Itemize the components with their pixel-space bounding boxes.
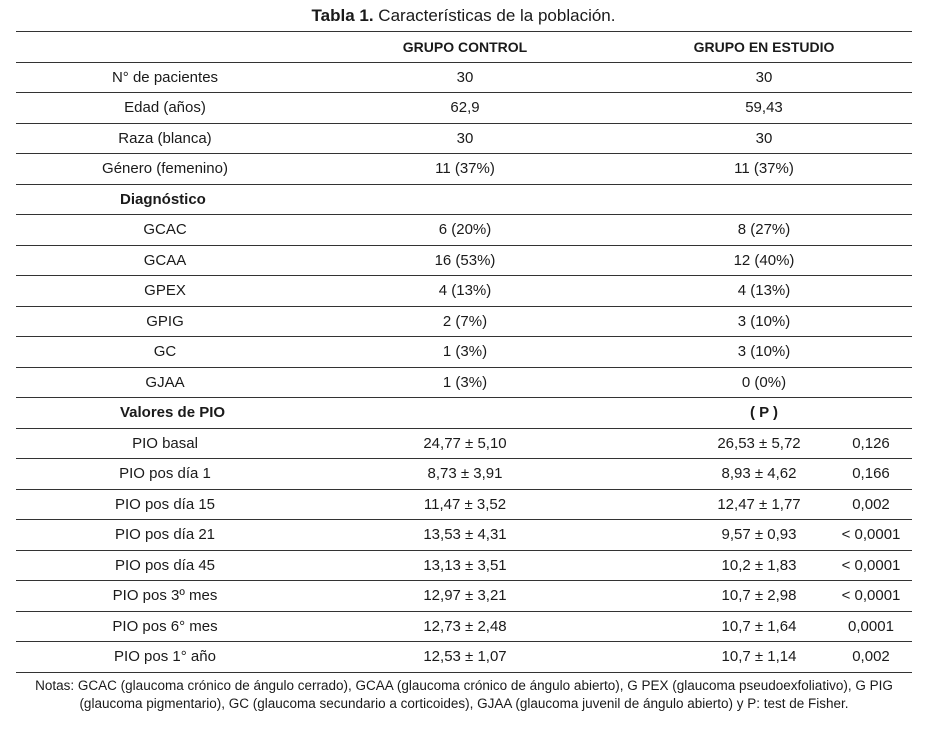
section-heading: Diagnóstico (16, 184, 314, 215)
study-value: 30 (616, 62, 912, 93)
table-row: PIO pos día 1 8,73 ± 3,91 8,93 ± 4,62 0,… (16, 458, 912, 490)
row-label: GPEX (16, 275, 314, 307)
row-label: PIO pos día 1 (16, 458, 314, 490)
row-label: PIO pos día 45 (16, 550, 314, 581)
section-heading: Valores de PIO (16, 397, 314, 429)
study-value: 3 (10%) (616, 336, 912, 368)
control-value: 2 (7%) (314, 306, 616, 337)
table-row: PIO pos día 15 11,47 ± 3,52 12,47 ± 1,77… (16, 489, 912, 520)
study-value: 9,57 ± 0,93 (721, 526, 797, 544)
section-row-diagnostico: Diagnóstico (16, 184, 912, 215)
row-label: PIO pos 3º mes (16, 580, 314, 612)
control-value: 4 (13%) (314, 275, 616, 307)
p-value: 0,166 (852, 465, 890, 483)
p-value: 0,0001 (848, 617, 894, 635)
control-value: 24,77 ± 5,10 (314, 428, 616, 459)
row-label: PIO basal (16, 428, 314, 459)
row-label: GJAA (16, 367, 314, 398)
study-value: 10,7 ± 1,64 (721, 617, 797, 635)
control-value: 12,53 ± 1,07 (314, 641, 616, 673)
table-row: Edad (años) 62,9 59,43 (16, 92, 912, 124)
p-value: 0,126 (852, 434, 890, 452)
table-row: GPIG 2 (7%) 3 (10%) (16, 306, 912, 337)
control-value: 62,9 (314, 92, 616, 124)
study-value: 10,7 ± 2,98 (721, 587, 797, 605)
control-value: 12,97 ± 3,21 (314, 580, 616, 612)
p-value: < 0,0001 (841, 556, 901, 574)
table-row: GPEX 4 (13%) 4 (13%) (16, 275, 912, 307)
table-row: PIO pos 3º mes 12,97 ± 3,21 10,7 ± 2,98 … (16, 580, 912, 612)
study-value: 10,2 ± 1,83 (721, 556, 797, 574)
study-value: 11 (37%) (616, 153, 912, 185)
table-notes: Notas: GCAC (glaucoma crónico de ángulo … (35, 678, 893, 711)
row-label: GCAC (16, 214, 314, 246)
p-value: < 0,0001 (841, 587, 901, 605)
table-row: Género (femenino) 11 (37%) 11 (37%) (16, 153, 912, 185)
control-value: 12,73 ± 2,48 (314, 611, 616, 642)
control-value: 6 (20%) (314, 214, 616, 246)
study-value: 12,47 ± 1,77 (717, 495, 801, 513)
control-value: 1 (3%) (314, 336, 616, 368)
table-row: N° de pacientes 30 30 (16, 62, 912, 93)
row-label: N° de pacientes (16, 62, 314, 93)
study-value: 8 (27%) (616, 214, 912, 246)
row-label: PIO pos 1° año (16, 641, 314, 673)
row-label: PIO pos día 15 (16, 489, 314, 520)
study-value: 10,7 ± 1,14 (721, 648, 797, 666)
study-value: 30 (616, 123, 912, 154)
table-caption-text: Características de la población. (378, 6, 616, 25)
table-row: GJAA 1 (3%) 0 (0%) (16, 367, 912, 398)
row-label: GPIG (16, 306, 314, 337)
study-value: 8,93 ± 4,62 (721, 465, 797, 483)
control-value: 8,73 ± 3,91 (314, 458, 616, 490)
table-row: GCAC 6 (20%) 8 (27%) (16, 214, 912, 246)
control-value: 1 (3%) (314, 367, 616, 398)
row-label: Género (femenino) (16, 153, 314, 185)
study-value: 26,53 ± 5,72 (717, 434, 801, 452)
table-row: GC 1 (3%) 3 (10%) (16, 336, 912, 368)
study-value: 0 (0%) (616, 367, 912, 398)
row-label: GC (16, 336, 314, 368)
header-cell (16, 31, 314, 63)
section-row-pio: Valores de PIO ( P ) (16, 397, 912, 429)
table-row: PIO pos día 21 13,53 ± 4,31 9,57 ± 0,93 … (16, 519, 912, 551)
table-row: PIO pos 6° mes 12,73 ± 2,48 10,7 ± 1,64 … (16, 611, 912, 642)
table-row: PIO pos 1° año 12,53 ± 1,07 10,7 ± 1,14 … (16, 641, 912, 673)
row-label: PIO pos 6° mes (16, 611, 314, 642)
header-cell: GRUPO EN ESTUDIO (616, 31, 912, 63)
study-value: 12 (40%) (616, 245, 912, 276)
study-value: 3 (10%) (616, 306, 912, 337)
table-row: PIO pos día 45 13,13 ± 3,51 10,2 ± 1,83 … (16, 550, 912, 581)
p-value: 0,002 (852, 495, 890, 513)
table-row: Raza (blanca) 30 30 (16, 123, 912, 154)
table-row: PIO basal 24,77 ± 5,10 26,53 ± 5,72 0,12… (16, 428, 912, 459)
p-value-header: ( P ) (749, 404, 779, 422)
control-value: 11 (37%) (314, 153, 616, 185)
row-label: Edad (años) (16, 92, 314, 124)
control-value: 30 (314, 62, 616, 93)
population-table: GRUPO CONTROL GRUPO EN ESTUDIO N° de pac… (16, 31, 912, 673)
row-label: GCAA (16, 245, 314, 276)
p-value: < 0,0001 (841, 526, 901, 544)
control-value: 11,47 ± 3,52 (314, 489, 616, 520)
study-value: 59,43 (616, 92, 912, 124)
study-value: 4 (13%) (616, 275, 912, 307)
row-label: PIO pos día 21 (16, 519, 314, 551)
p-value: 0,002 (852, 648, 890, 666)
table-row: GCAA 16 (53%) 12 (40%) (16, 245, 912, 276)
header-cell: GRUPO CONTROL (314, 31, 616, 63)
table-caption-label: Tabla 1. (311, 6, 374, 25)
control-value: 13,53 ± 4,31 (314, 519, 616, 551)
row-label: Raza (blanca) (16, 123, 314, 154)
control-value: 13,13 ± 3,51 (314, 550, 616, 581)
table-caption: Tabla 1. Características de la población… (0, 6, 927, 26)
control-value: 16 (53%) (314, 245, 616, 276)
table-header-row: GRUPO CONTROL GRUPO EN ESTUDIO (16, 31, 912, 63)
control-value: 30 (314, 123, 616, 154)
